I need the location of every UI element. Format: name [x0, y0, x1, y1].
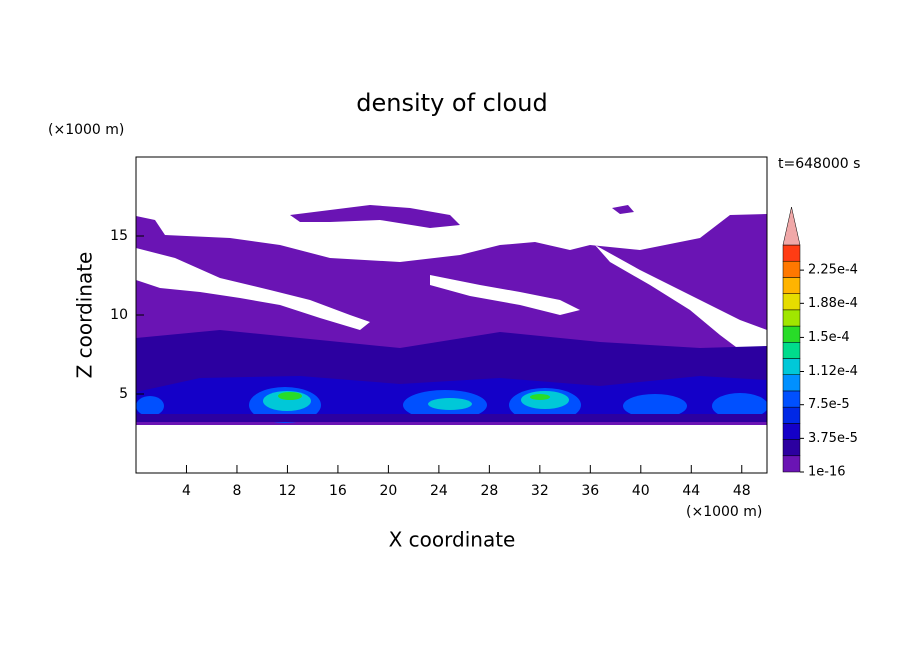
colorbar: 1e-16 3.75e-5 7.5e-5 1.12e-4 1.5e-4 1.88e-4 2.… [782, 206, 858, 480]
colorbar-tick-label: 1.5e-4 [808, 330, 850, 345]
chart-title: density of cloud [356, 89, 547, 117]
contour-field [136, 205, 767, 425]
x-tick-label: 40 [632, 483, 650, 499]
x-tick-label: 12 [279, 483, 297, 499]
cloud-core [623, 394, 687, 418]
colorbar-band [782, 455, 801, 473]
colorbar-band [782, 325, 801, 343]
x-axis-label: X coordinate [389, 528, 516, 552]
colorbar-tick-label: 1e-16 [808, 465, 846, 480]
y-axis-label: Z coordinate [73, 252, 97, 379]
x-tick-label: 24 [430, 483, 448, 499]
colorbar-band [782, 406, 801, 424]
colorbar-over [782, 206, 801, 246]
y-unit: (×1000 m) [48, 122, 124, 138]
colorbar-tick-label: 7.5e-5 [808, 397, 850, 412]
cloud-core [521, 391, 569, 409]
cloud-region [290, 205, 460, 228]
x-tick-label: 44 [682, 483, 700, 499]
colorbar-band [782, 277, 801, 294]
colorbar-band [782, 390, 801, 408]
x-tick-label: 16 [329, 483, 347, 499]
cloud-region [612, 205, 634, 214]
colorbar-band [782, 374, 801, 392]
clear-region [430, 275, 580, 315]
y-tick-label: 15 [110, 228, 128, 244]
cloud-core [530, 394, 550, 400]
cloud-core [278, 392, 302, 400]
x-tick-label: 4 [182, 483, 191, 499]
cloud-base [136, 414, 767, 422]
colorbar-tick-label: 2.25e-4 [808, 263, 858, 278]
x-tick-label: 20 [379, 483, 397, 499]
y-tick-label: 10 [110, 307, 128, 323]
x-tick-label: 32 [531, 483, 549, 499]
clear-region [595, 245, 767, 355]
x-tick-label: 48 [733, 483, 751, 499]
colorbar-band [782, 358, 801, 375]
x-tick-label: 36 [581, 483, 599, 499]
colorbar-band [782, 309, 801, 327]
clear-region [136, 248, 370, 330]
time-label: t=648000 s [778, 156, 860, 172]
colorbar-tick-label: 1.12e-4 [808, 364, 858, 379]
cloud-core [428, 398, 472, 410]
x-tick-label: 8 [232, 483, 241, 499]
colorbar-band [782, 439, 801, 457]
colorbar-band [782, 244, 801, 262]
colorbar-tick-label: 1.88e-4 [808, 296, 858, 311]
x-unit: (×1000 m) [686, 504, 762, 520]
colorbar-band [782, 423, 801, 440]
x-tick-label: 28 [480, 483, 498, 499]
colorbar-band [782, 260, 801, 278]
y-tick-label: 5 [119, 386, 128, 402]
colorbar-band [782, 342, 801, 359]
cloud-core [136, 396, 164, 416]
cloud-core [712, 393, 767, 419]
colorbar-band [782, 293, 801, 311]
colorbar-tick-label: 3.75e-5 [808, 431, 858, 446]
